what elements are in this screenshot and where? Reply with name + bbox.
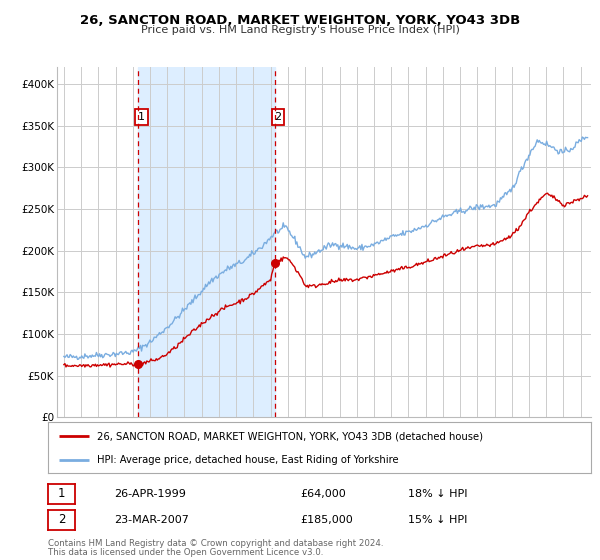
Text: 2: 2 <box>58 513 65 526</box>
Text: Contains HM Land Registry data © Crown copyright and database right 2024.: Contains HM Land Registry data © Crown c… <box>48 539 383 548</box>
Text: This data is licensed under the Open Government Licence v3.0.: This data is licensed under the Open Gov… <box>48 548 323 557</box>
Text: 26-APR-1999: 26-APR-1999 <box>114 489 186 499</box>
Text: 1: 1 <box>58 487 65 501</box>
Bar <box>139 67 275 417</box>
Text: 1: 1 <box>138 112 145 122</box>
Text: £185,000: £185,000 <box>300 515 353 525</box>
Text: Price paid vs. HM Land Registry's House Price Index (HPI): Price paid vs. HM Land Registry's House … <box>140 25 460 35</box>
Text: 26, SANCTON ROAD, MARKET WEIGHTON, YORK, YO43 3DB: 26, SANCTON ROAD, MARKET WEIGHTON, YORK,… <box>80 14 520 27</box>
Text: 15% ↓ HPI: 15% ↓ HPI <box>408 515 467 525</box>
Text: 18% ↓ HPI: 18% ↓ HPI <box>408 489 467 499</box>
Text: 2: 2 <box>274 112 281 122</box>
Text: 26, SANCTON ROAD, MARKET WEIGHTON, YORK, YO43 3DB (detached house): 26, SANCTON ROAD, MARKET WEIGHTON, YORK,… <box>97 431 483 441</box>
Text: £64,000: £64,000 <box>300 489 346 499</box>
Text: HPI: Average price, detached house, East Riding of Yorkshire: HPI: Average price, detached house, East… <box>97 455 398 465</box>
Text: 23-MAR-2007: 23-MAR-2007 <box>114 515 189 525</box>
